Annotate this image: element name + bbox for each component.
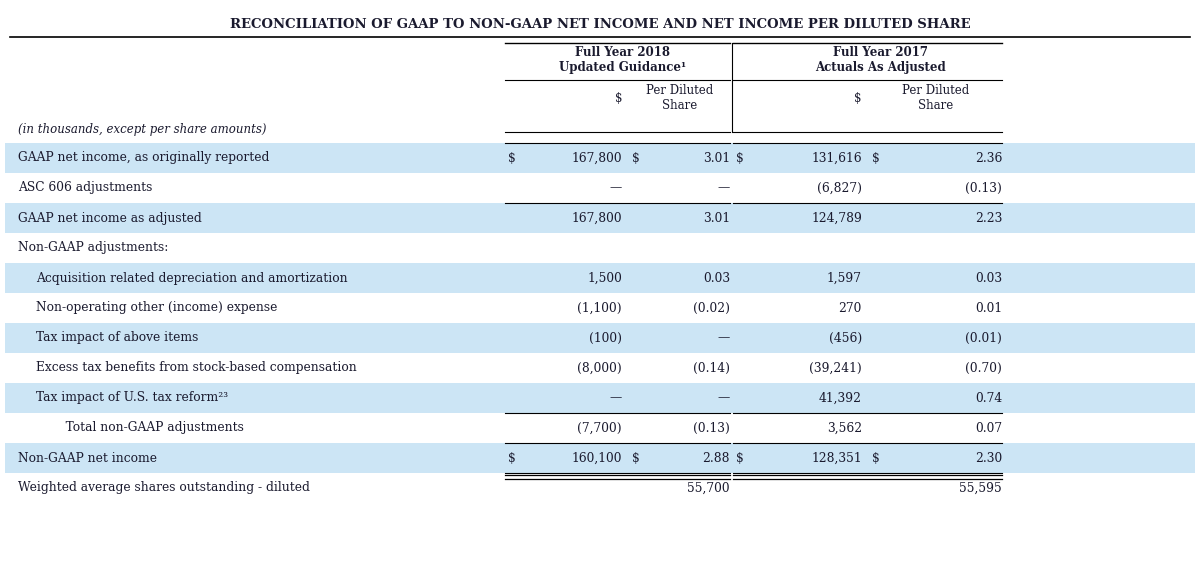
Text: (456): (456)	[829, 332, 862, 345]
Text: (0.70): (0.70)	[965, 361, 1002, 375]
Text: (0.13): (0.13)	[694, 422, 730, 434]
Text: —: —	[718, 332, 730, 345]
FancyBboxPatch shape	[5, 323, 1195, 353]
Text: (1,100): (1,100)	[577, 302, 622, 314]
Text: GAAP net income as adjusted: GAAP net income as adjusted	[18, 212, 202, 224]
Text: Tax impact of U.S. tax reform²³: Tax impact of U.S. tax reform²³	[36, 392, 228, 404]
Text: 0.07: 0.07	[974, 422, 1002, 434]
Text: 3,562: 3,562	[827, 422, 862, 434]
Text: (6,827): (6,827)	[817, 182, 862, 194]
Text: Per Diluted
Share: Per Diluted Share	[902, 84, 970, 112]
Text: 3.01: 3.01	[703, 151, 730, 165]
Text: Tax impact of above items: Tax impact of above items	[36, 332, 198, 345]
Text: 2.23: 2.23	[974, 212, 1002, 224]
Text: Per Diluted
Share: Per Diluted Share	[647, 84, 714, 112]
Text: —: —	[718, 182, 730, 194]
Text: $: $	[632, 451, 640, 465]
Text: 55,595: 55,595	[959, 481, 1002, 495]
Text: 2.30: 2.30	[974, 451, 1002, 465]
Text: (0.13): (0.13)	[965, 182, 1002, 194]
Text: $: $	[614, 92, 622, 104]
Text: 55,700: 55,700	[688, 481, 730, 495]
Text: (0.14): (0.14)	[694, 361, 730, 375]
Text: 0.03: 0.03	[703, 271, 730, 285]
Text: $: $	[736, 451, 744, 465]
Text: Acquisition related depreciation and amortization: Acquisition related depreciation and amo…	[36, 271, 348, 285]
Text: 160,100: 160,100	[571, 451, 622, 465]
Text: 124,789: 124,789	[811, 212, 862, 224]
Text: RECONCILIATION OF GAAP TO NON-GAAP NET INCOME AND NET INCOME PER DILUTED SHARE: RECONCILIATION OF GAAP TO NON-GAAP NET I…	[229, 19, 971, 31]
Text: Full Year 2018
Updated Guidance¹: Full Year 2018 Updated Guidance¹	[559, 46, 686, 74]
Text: Weighted average shares outstanding - diluted: Weighted average shares outstanding - di…	[18, 481, 310, 495]
FancyBboxPatch shape	[5, 383, 1195, 413]
Text: —: —	[718, 392, 730, 404]
Text: (8,000): (8,000)	[577, 361, 622, 375]
Text: 1,500: 1,500	[587, 271, 622, 285]
Text: Non-GAAP adjustments:: Non-GAAP adjustments:	[18, 241, 168, 255]
Text: 167,800: 167,800	[571, 151, 622, 165]
Text: $: $	[508, 151, 516, 165]
Text: —: —	[610, 392, 622, 404]
Text: Non-operating other (income) expense: Non-operating other (income) expense	[36, 302, 277, 314]
Text: —: —	[610, 182, 622, 194]
Text: Non-GAAP net income: Non-GAAP net income	[18, 451, 157, 465]
Text: $: $	[854, 92, 862, 104]
Text: (in thousands, except per share amounts): (in thousands, except per share amounts)	[18, 124, 266, 136]
Text: 2.88: 2.88	[702, 451, 730, 465]
Text: 0.74: 0.74	[974, 392, 1002, 404]
Text: 3.01: 3.01	[703, 212, 730, 224]
Text: $: $	[632, 151, 640, 165]
Text: 0.03: 0.03	[974, 271, 1002, 285]
Text: $: $	[872, 151, 880, 165]
Text: (100): (100)	[589, 332, 622, 345]
Text: Total non-GAAP adjustments: Total non-GAAP adjustments	[54, 422, 244, 434]
Text: 0.01: 0.01	[974, 302, 1002, 314]
FancyBboxPatch shape	[5, 203, 1195, 233]
Text: (0.01): (0.01)	[965, 332, 1002, 345]
FancyBboxPatch shape	[5, 263, 1195, 293]
Text: 131,616: 131,616	[811, 151, 862, 165]
FancyBboxPatch shape	[5, 443, 1195, 473]
Text: Full Year 2017
Actuals As Adjusted: Full Year 2017 Actuals As Adjusted	[815, 46, 946, 74]
Text: 167,800: 167,800	[571, 212, 622, 224]
Text: ASC 606 adjustments: ASC 606 adjustments	[18, 182, 152, 194]
Text: (39,241): (39,241)	[809, 361, 862, 375]
Text: $: $	[736, 151, 744, 165]
Text: 270: 270	[839, 302, 862, 314]
Text: 128,351: 128,351	[811, 451, 862, 465]
Text: 1,597: 1,597	[827, 271, 862, 285]
Text: (7,700): (7,700)	[577, 422, 622, 434]
Text: $: $	[872, 451, 880, 465]
Text: Excess tax benefits from stock-based compensation: Excess tax benefits from stock-based com…	[36, 361, 356, 375]
Text: 2.36: 2.36	[974, 151, 1002, 165]
Text: 41,392: 41,392	[818, 392, 862, 404]
FancyBboxPatch shape	[5, 143, 1195, 173]
Text: $: $	[508, 451, 516, 465]
Text: (0.02): (0.02)	[694, 302, 730, 314]
Text: GAAP net income, as originally reported: GAAP net income, as originally reported	[18, 151, 269, 165]
